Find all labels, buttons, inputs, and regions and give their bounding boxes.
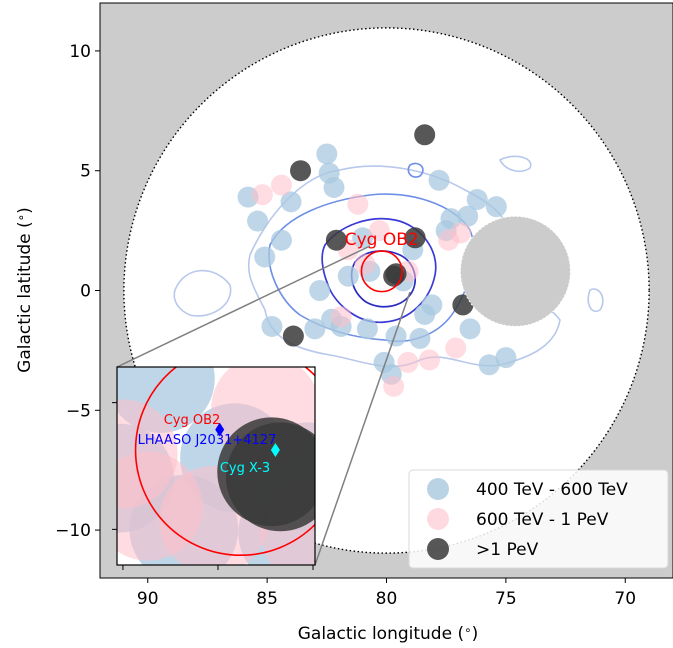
pt-400-600-15 <box>428 169 450 191</box>
pt-600-1000-12 <box>383 375 405 397</box>
x-tick-label-75: 75 <box>495 589 517 609</box>
inset-scatter <box>117 367 315 565</box>
inset-axes: Cyg OB2 LHAASO J2031+4127 Cyg X-3 <box>112 366 316 570</box>
pt-over-1pev-1 <box>290 160 312 182</box>
y-axis-degree: ∘ <box>14 214 28 222</box>
pt-400-600-9 <box>352 227 374 249</box>
pt-400-600-32 <box>261 315 283 337</box>
contour-light-2 <box>173 269 232 317</box>
masked-disk <box>460 215 571 327</box>
inset-label-cyg-x3: Cyg X-3 <box>220 461 270 476</box>
pt-400-600-30 <box>478 354 500 376</box>
x-tick-label-90: 90 <box>137 589 159 609</box>
inset-label-lhaaso: LHAASO J2031+4127 <box>138 433 277 448</box>
legend-label-over-1pev: >1 PeV <box>476 540 539 560</box>
pt-600-1000-10 <box>418 349 440 371</box>
pt-over-1pev-3 <box>404 227 426 249</box>
inset-lhaaso-marker <box>215 422 225 437</box>
inset-label-cyg-ob2: Cyg OB2 <box>164 413 221 428</box>
pt-400-600-14 <box>421 294 443 316</box>
x-axis-close: ) <box>472 624 479 644</box>
pt-over-1pev-6 <box>452 294 474 316</box>
y-tick-label-5: 5 <box>80 162 91 182</box>
pt-400-600-17 <box>457 205 479 227</box>
legend-box <box>408 469 669 569</box>
pt-400-600-18 <box>466 188 488 210</box>
inset-ticks <box>112 402 314 570</box>
pt-400-600-19 <box>485 196 507 218</box>
y-tick-label--5: −5 <box>66 401 91 421</box>
pt-400-600-5 <box>316 143 338 165</box>
y-tick-label--10: −10 <box>55 521 91 541</box>
pt-600-1000-1 <box>270 174 292 196</box>
legend: 400 TeV - 600 TeV 600 TeV - 1 PeV >1 PeV <box>408 469 669 569</box>
pt-600-1000-13 <box>368 220 390 242</box>
pt-over-1pev-7 <box>282 325 304 347</box>
y-axis-label: Galactic latitude (∘) <box>14 207 35 373</box>
pt-600-1000-4 <box>354 253 376 275</box>
inset-frame <box>116 366 316 566</box>
y-tick-label-10: 10 <box>69 42 91 62</box>
pt-400-600-25 <box>309 280 331 301</box>
pt-600-1000-0 <box>251 184 273 206</box>
x-axis-label: Galactic longitude (∘) <box>298 623 479 644</box>
pt-400-600-33 <box>304 318 326 340</box>
cyg-ob2-label: Cyg OB2 <box>345 230 419 250</box>
pt-over-1pev-2 <box>325 229 347 251</box>
x-tick-label-80: 80 <box>376 589 398 609</box>
pt-400-600-10 <box>356 318 378 340</box>
inset-cyg-ob2-region <box>134 367 315 556</box>
zoom-connector-top <box>116 245 371 368</box>
pt-over-1pev-0 <box>414 124 436 146</box>
pt-600-1000-2 <box>347 193 369 215</box>
contour-light-4 <box>499 155 532 172</box>
legend-label-400-600: 400 TeV - 600 TeV <box>476 480 628 500</box>
x-axis-degree: ∘ <box>464 623 472 637</box>
inset-cyg-x3-marker <box>270 443 280 458</box>
pt-400-600-7 <box>323 176 345 198</box>
zoom-connector-bottom <box>314 291 411 566</box>
y-tick-label-0: 0 <box>80 282 91 302</box>
pt-600-1000-9 <box>445 337 467 359</box>
axis-ticks: 90 85 80 75 70 10 5 0 −5 −10 <box>55 42 636 609</box>
y-axis-close: ) <box>15 207 35 214</box>
pt-400-600-24 <box>270 229 292 251</box>
pt-400-600-20 <box>495 347 517 369</box>
pt-400-600-29 <box>459 318 481 340</box>
pt-600-1000-11 <box>450 222 472 244</box>
x-tick-label-85: 85 <box>256 589 278 609</box>
legend-marker-400-600 <box>427 478 449 500</box>
pt-400-600-3 <box>254 246 276 268</box>
cyg-ob2-region <box>360 250 403 293</box>
legend-marker-over-1pev <box>427 538 449 560</box>
legend-label-600-1000: 600 TeV - 1 PeV <box>476 510 609 530</box>
contour-light <box>247 165 561 368</box>
contour-mid-2 <box>407 162 424 178</box>
pt-400-600-4 <box>280 191 302 213</box>
x-tick-label-70: 70 <box>614 589 636 609</box>
pt-400-600-2 <box>247 210 269 232</box>
legend-marker-600-1000 <box>427 508 449 530</box>
contour-light-3 <box>587 288 604 312</box>
inset-pt-over-1pev-1 <box>225 422 315 532</box>
pt-600-1000-8 <box>397 351 419 373</box>
pt-400-600-8 <box>337 265 359 287</box>
pt-400-600-12 <box>409 327 431 349</box>
pt-600-1000-7 <box>330 306 352 328</box>
pt-400-600-11 <box>385 325 407 347</box>
